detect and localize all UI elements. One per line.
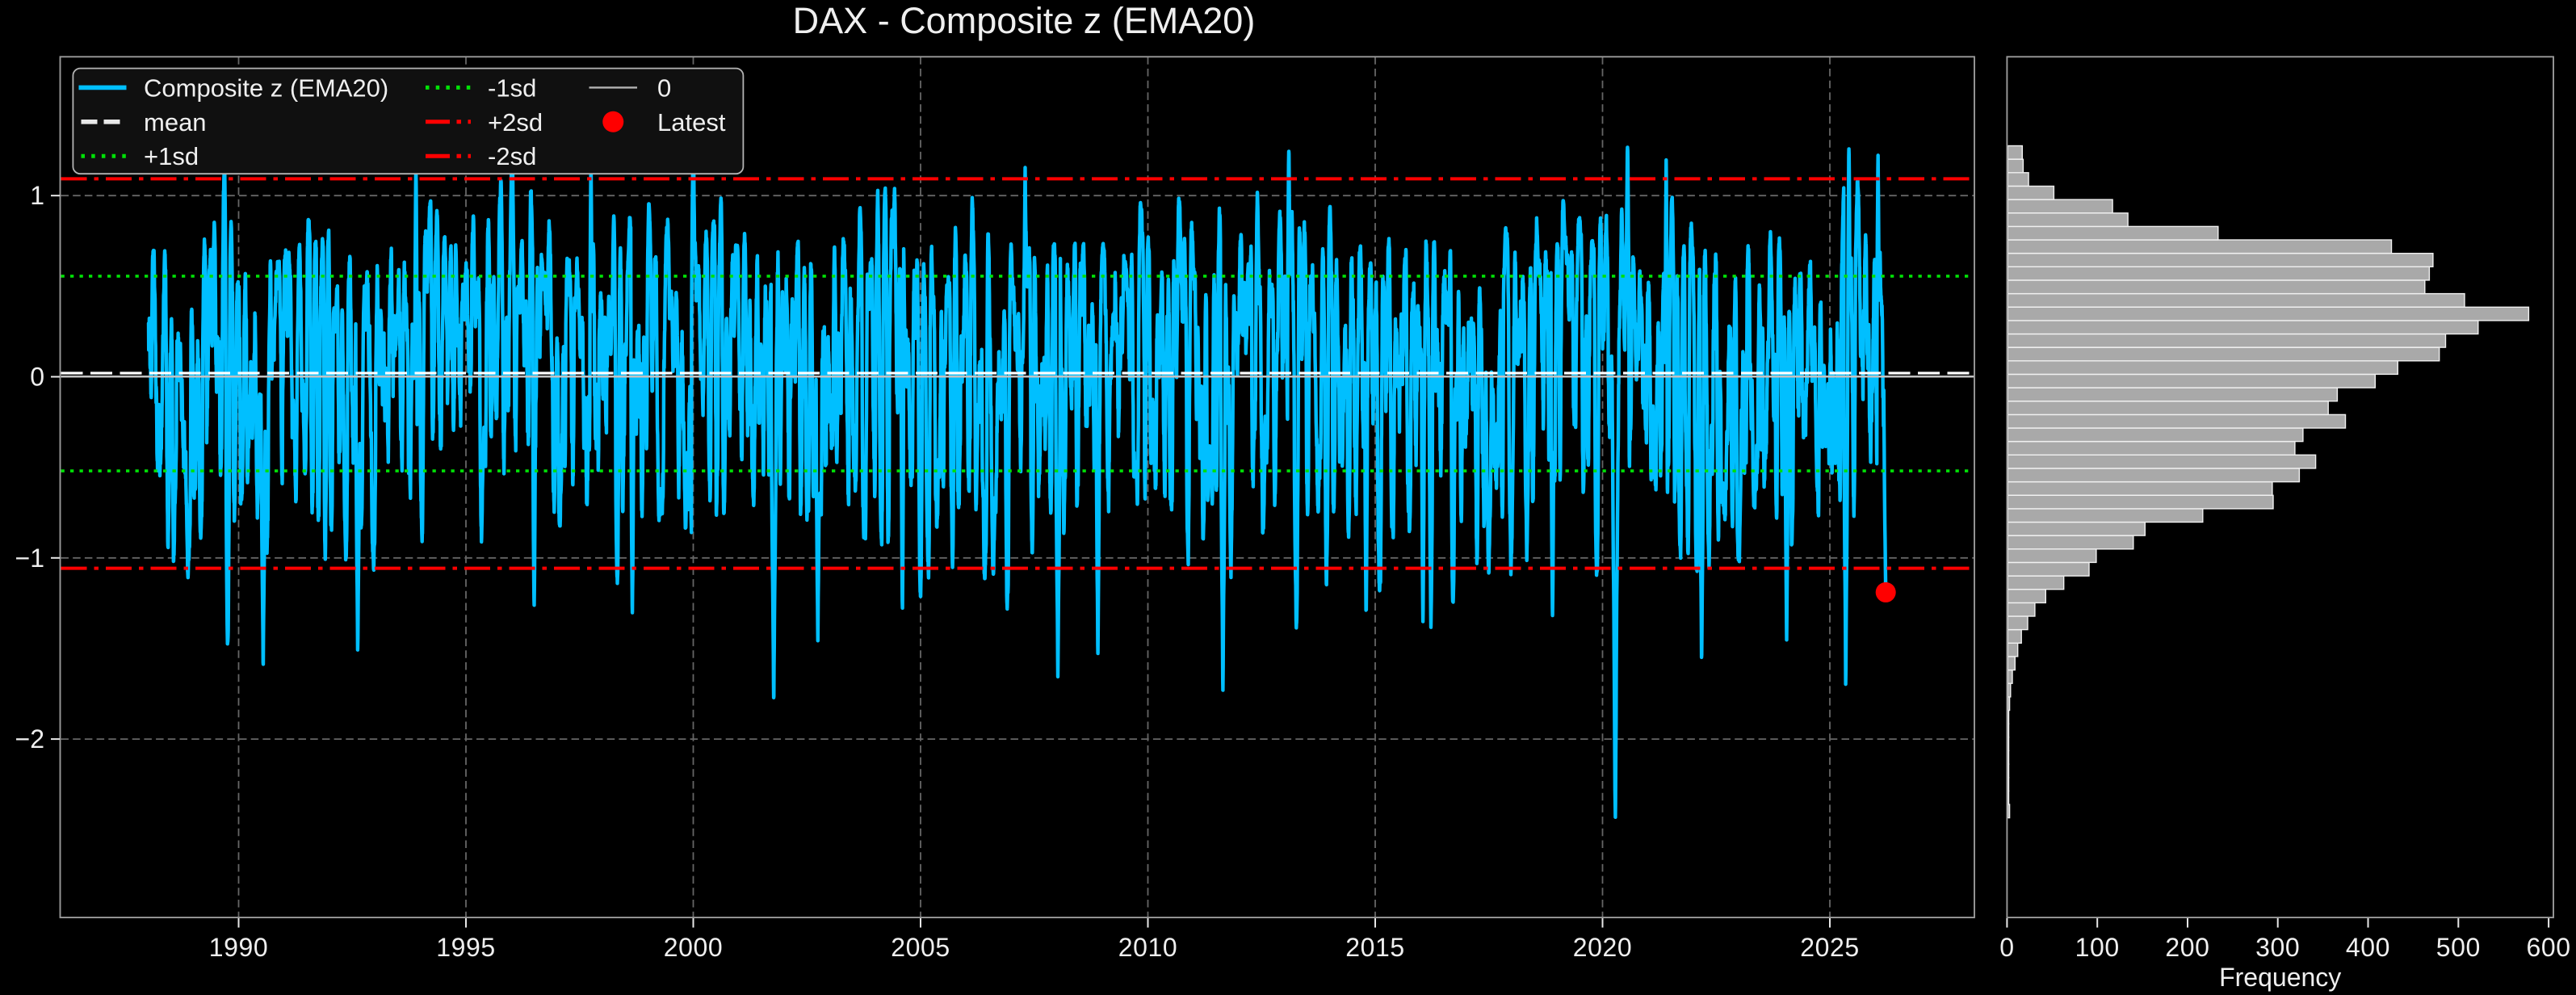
svg-text:0: 0 <box>1999 933 2014 962</box>
svg-text:mean: mean <box>144 108 207 136</box>
svg-text:500: 500 <box>2436 933 2481 962</box>
svg-text:-2sd: -2sd <box>488 142 536 170</box>
svg-text:−2: −2 <box>15 724 44 754</box>
svg-text:600: 600 <box>2526 933 2570 962</box>
svg-text:0: 0 <box>657 73 671 102</box>
svg-text:2015: 2015 <box>1345 933 1405 962</box>
svg-text:100: 100 <box>2075 933 2120 962</box>
svg-text:1990: 1990 <box>209 933 269 962</box>
svg-text:2010: 2010 <box>1118 933 1178 962</box>
svg-text:+1sd: +1sd <box>144 142 199 170</box>
svg-text:-1sd: -1sd <box>488 73 536 102</box>
svg-text:Composite z (EMA20): Composite z (EMA20) <box>144 73 388 102</box>
svg-text:2005: 2005 <box>891 933 950 962</box>
svg-text:0: 0 <box>30 363 44 392</box>
svg-text:2000: 2000 <box>664 933 724 962</box>
svg-text:−1: −1 <box>15 544 44 573</box>
svg-text:200: 200 <box>2165 933 2209 962</box>
svg-text:1995: 1995 <box>436 933 496 962</box>
svg-text:Latest: Latest <box>657 108 726 136</box>
svg-text:400: 400 <box>2346 933 2390 962</box>
svg-text:2025: 2025 <box>1800 933 1860 962</box>
svg-text:1: 1 <box>30 181 44 210</box>
svg-text:Frequency: Frequency <box>2219 963 2341 992</box>
svg-text:+2sd: +2sd <box>488 108 543 136</box>
svg-text:2020: 2020 <box>1573 933 1633 962</box>
svg-text:300: 300 <box>2255 933 2300 962</box>
svg-text:DAX - Composite z (EMA20): DAX - Composite z (EMA20) <box>793 0 1256 41</box>
